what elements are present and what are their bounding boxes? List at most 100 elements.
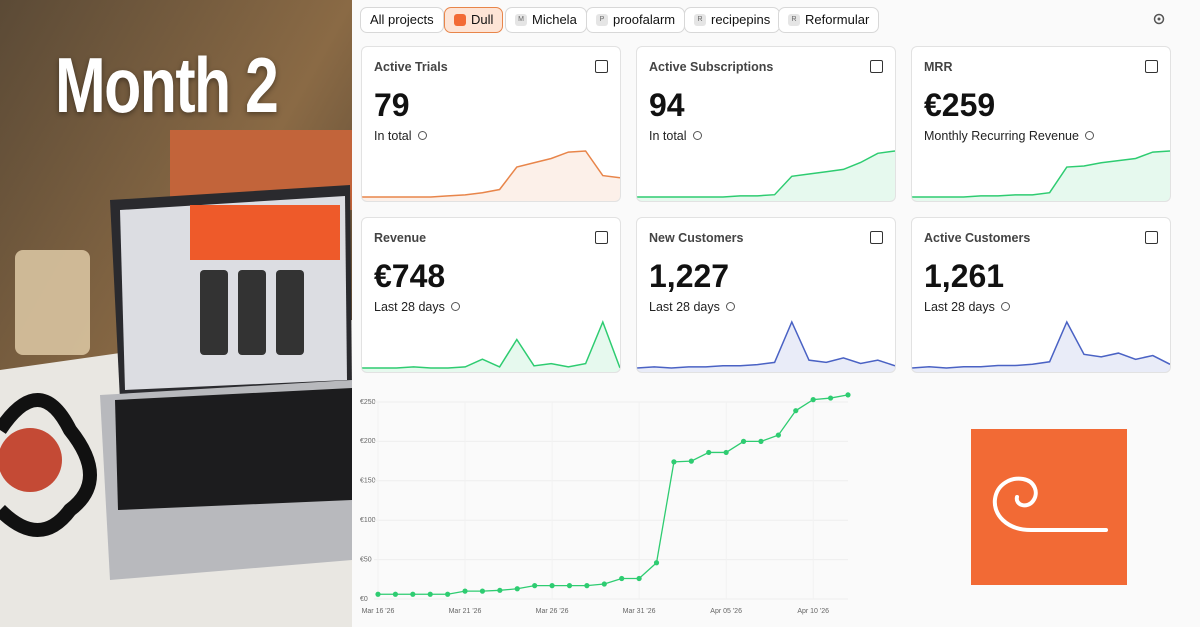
point xyxy=(445,591,451,597)
point xyxy=(723,449,729,456)
project-tab[interactable]: M Michela xyxy=(505,7,587,33)
point xyxy=(619,575,625,582)
point xyxy=(740,438,747,444)
sparkline-line xyxy=(362,150,620,198)
point xyxy=(653,560,660,566)
info-icon xyxy=(692,131,702,140)
x-tick-label: Mar 26 '26 xyxy=(536,608,569,615)
card-title: MRR xyxy=(924,60,953,74)
card-subtitle: In total xyxy=(374,129,427,143)
card-title: New Customers xyxy=(649,231,744,245)
info-icon xyxy=(1000,302,1010,311)
info-icon xyxy=(450,302,460,311)
card-title: Active Customers xyxy=(924,231,1031,245)
y-tick-label: €200 xyxy=(360,438,376,445)
metric-card: Revenue €748 Last 28 days xyxy=(361,217,621,373)
settings-icon[interactable] xyxy=(1153,13,1165,25)
subtitle-text: In total xyxy=(374,129,412,143)
info-icon xyxy=(1084,131,1094,140)
sparkline xyxy=(912,150,1170,201)
card-subtitle: In total xyxy=(649,129,702,143)
project-tab[interactable]: R Reformular xyxy=(778,7,880,33)
point xyxy=(827,395,834,401)
tab-label: Reformular xyxy=(805,12,870,27)
x-tick-label: Apr 05 '26 xyxy=(710,608,742,615)
point xyxy=(758,438,764,444)
card-title: Active Subscriptions xyxy=(649,60,774,74)
card-icon xyxy=(870,60,883,73)
project-tab[interactable]: All projects xyxy=(360,7,444,33)
subtitle-text: Last 28 days xyxy=(924,300,995,314)
tab-label: All projects xyxy=(370,12,434,27)
sparkline-area xyxy=(912,322,1170,372)
card-subtitle: Monthly Recurring Revenue xyxy=(924,129,1094,143)
y-tick-label: €250 xyxy=(360,399,376,406)
sparkline-line xyxy=(637,320,895,369)
x-tick-label: Mar 16 '26 xyxy=(362,608,395,615)
x-tick-label: Mar 21 '26 xyxy=(449,608,482,615)
card-icon xyxy=(595,60,608,73)
point xyxy=(462,588,468,594)
tab-badge: M xyxy=(515,14,527,26)
point xyxy=(566,583,573,589)
card-icon xyxy=(595,231,608,244)
point xyxy=(706,449,712,456)
tab-label: Dull xyxy=(471,12,494,27)
point xyxy=(392,591,399,597)
subtitle-text: Monthly Recurring Revenue xyxy=(924,129,1079,143)
card-value: €748 xyxy=(374,258,446,294)
point xyxy=(601,581,607,587)
project-tab[interactable]: Dull xyxy=(444,7,504,33)
point xyxy=(410,591,416,597)
tab-icon xyxy=(454,14,466,26)
metric-card: Active Subscriptions 94 In total xyxy=(636,46,896,202)
sparkline-area xyxy=(637,151,895,201)
mrr-chart: €0 €50 €100 €150 €200 €250 Mar 16 '26 Mar 21 '2… xyxy=(360,392,851,615)
sparkline-line xyxy=(362,319,620,369)
card-icon xyxy=(1145,60,1158,73)
tab-badge: R xyxy=(694,14,706,26)
point xyxy=(636,575,642,582)
tab-badge: R xyxy=(788,14,800,26)
metric-card: MRR €259 Monthly Recurring Revenue xyxy=(911,46,1171,202)
point xyxy=(845,392,851,398)
y-tick-label: €50 xyxy=(360,556,372,563)
point xyxy=(479,588,486,594)
point xyxy=(497,587,503,593)
sparkline xyxy=(362,150,620,201)
sparkline-area xyxy=(637,322,895,372)
headline: Month 2 xyxy=(55,41,279,129)
tab-label: recipepins xyxy=(711,12,771,27)
card-icon xyxy=(1145,231,1158,244)
card-value: 79 xyxy=(374,87,410,123)
point xyxy=(532,583,538,589)
card-title: Active Trials xyxy=(374,60,448,74)
point xyxy=(688,458,694,464)
subtitle-text: Last 28 days xyxy=(374,300,445,314)
sparkline-area xyxy=(362,151,620,201)
photo: Month 2 xyxy=(0,0,352,627)
card-value: 1,261 xyxy=(924,258,1005,294)
y-tick-label: €0 xyxy=(360,596,368,603)
card-subtitle: Last 28 days xyxy=(649,300,735,314)
x-tick-label: Mar 31 '26 xyxy=(623,608,656,615)
sparkline-area xyxy=(362,322,620,372)
point xyxy=(427,591,433,597)
card-title: Revenue xyxy=(374,231,427,245)
metric-card: Active Trials 79 In total xyxy=(361,46,621,202)
point xyxy=(584,583,590,589)
card-subtitle: Last 28 days xyxy=(924,300,1010,314)
sparkline-area xyxy=(912,151,1170,201)
app-logo xyxy=(971,429,1127,585)
point xyxy=(514,586,520,592)
y-tick-label: €100 xyxy=(360,517,376,524)
metric-card: New Customers 1,227 Last 28 days xyxy=(636,217,896,373)
tab-label: Michela xyxy=(532,12,577,27)
tab-label: proofalarm xyxy=(613,12,676,27)
line xyxy=(378,394,849,595)
point xyxy=(671,459,677,465)
metric-card: Active Customers 1,261 Last 28 days xyxy=(911,217,1171,373)
